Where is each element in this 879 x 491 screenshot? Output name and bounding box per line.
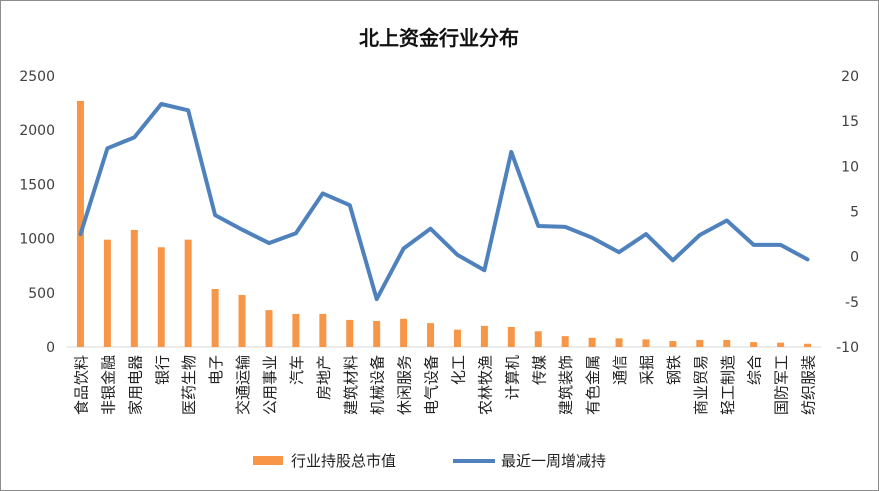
category-label: 建筑装饰 bbox=[557, 355, 575, 415]
bar-series bbox=[76, 100, 812, 347]
bar bbox=[103, 239, 111, 347]
left-tick-label: 0 bbox=[46, 340, 55, 356]
category-labels: 食品饮料 非银金融 家用电器 银行 医药生物 电子 交通运输 公用事业 汽车 房地产 建筑材料 机械设… bbox=[72, 355, 817, 415]
right-y-axis: -10 -5 0 5 10 15 20 bbox=[836, 69, 859, 356]
bar bbox=[157, 247, 165, 347]
category-label: 农林牧渔 bbox=[476, 355, 494, 415]
bar bbox=[265, 310, 273, 347]
chart-title: 北上资金行业分布 bbox=[359, 26, 519, 50]
series-line bbox=[78, 102, 810, 302]
bar bbox=[211, 289, 219, 347]
bar bbox=[615, 338, 623, 347]
right-tick-label: 20 bbox=[841, 69, 859, 85]
category-label: 交通运输 bbox=[234, 355, 252, 415]
bar bbox=[507, 326, 515, 347]
bar bbox=[373, 320, 381, 347]
category-label: 纺织服装 bbox=[800, 355, 818, 415]
bar bbox=[561, 336, 569, 347]
category-label: 钢铁 bbox=[665, 355, 683, 385]
category-label: 计算机 bbox=[503, 355, 521, 400]
category-label: 建筑材料 bbox=[342, 355, 360, 415]
bar bbox=[534, 331, 542, 347]
bar bbox=[480, 325, 488, 347]
bar bbox=[588, 337, 596, 347]
legend-label-line: 最近一周增减持 bbox=[501, 452, 606, 470]
category-label: 休闲服务 bbox=[396, 355, 414, 415]
legend-label-bar: 行业持股总市值 bbox=[291, 452, 396, 470]
bar bbox=[427, 323, 435, 347]
bar bbox=[130, 229, 138, 347]
category-label: 机械设备 bbox=[369, 355, 387, 415]
bar bbox=[292, 313, 300, 347]
bar bbox=[76, 100, 84, 347]
category-label: 非银金融 bbox=[99, 355, 117, 415]
bar bbox=[804, 343, 812, 347]
right-tick-label: 15 bbox=[841, 114, 859, 130]
bar bbox=[642, 339, 650, 347]
right-tick-label: 10 bbox=[841, 159, 859, 175]
category-label: 轻工制造 bbox=[719, 355, 737, 415]
bar bbox=[777, 342, 785, 347]
right-tick-label: 5 bbox=[850, 205, 859, 221]
category-label: 食品饮料 bbox=[72, 355, 90, 415]
category-label: 电子 bbox=[207, 355, 225, 385]
category-label: 化工 bbox=[449, 355, 467, 385]
category-label: 医药生物 bbox=[180, 355, 198, 415]
category-label: 房地产 bbox=[315, 355, 333, 400]
category-label: 银行 bbox=[153, 355, 171, 385]
left-tick-label: 1500 bbox=[19, 177, 55, 193]
category-label: 电气设备 bbox=[423, 355, 441, 415]
legend-swatch-bar bbox=[253, 456, 283, 465]
bar bbox=[346, 319, 354, 347]
line-series-group bbox=[78, 102, 810, 302]
bar bbox=[669, 341, 677, 347]
category-label: 商业贸易 bbox=[692, 355, 710, 415]
category-label: 国防军工 bbox=[773, 355, 791, 415]
left-tick-label: 500 bbox=[28, 286, 55, 302]
left-y-axis: 0 500 1000 1500 2000 2500 bbox=[19, 69, 55, 356]
bar bbox=[453, 329, 461, 347]
bar bbox=[723, 339, 731, 347]
bar bbox=[750, 342, 758, 347]
left-tick-label: 1000 bbox=[19, 232, 55, 248]
legend: 行业持股总市值 最近一周增减持 bbox=[253, 452, 606, 470]
category-label: 公用事业 bbox=[261, 355, 279, 415]
bar bbox=[696, 339, 704, 347]
category-label: 通信 bbox=[611, 355, 629, 385]
bar bbox=[238, 294, 246, 347]
right-tick-label: -5 bbox=[845, 295, 859, 311]
right-tick-label: 0 bbox=[850, 250, 859, 266]
category-label: 家用电器 bbox=[126, 355, 144, 415]
left-tick-label: 2000 bbox=[19, 123, 55, 139]
bar bbox=[184, 239, 192, 347]
category-label: 有色金属 bbox=[584, 355, 602, 415]
category-label: 传媒 bbox=[530, 355, 548, 385]
right-tick-label: -10 bbox=[836, 340, 859, 356]
bar bbox=[400, 318, 408, 347]
category-label: 采掘 bbox=[638, 355, 656, 385]
category-label: 综合 bbox=[746, 355, 764, 385]
bar bbox=[319, 313, 327, 347]
category-label: 汽车 bbox=[288, 355, 306, 385]
left-tick-label: 2500 bbox=[19, 69, 55, 85]
